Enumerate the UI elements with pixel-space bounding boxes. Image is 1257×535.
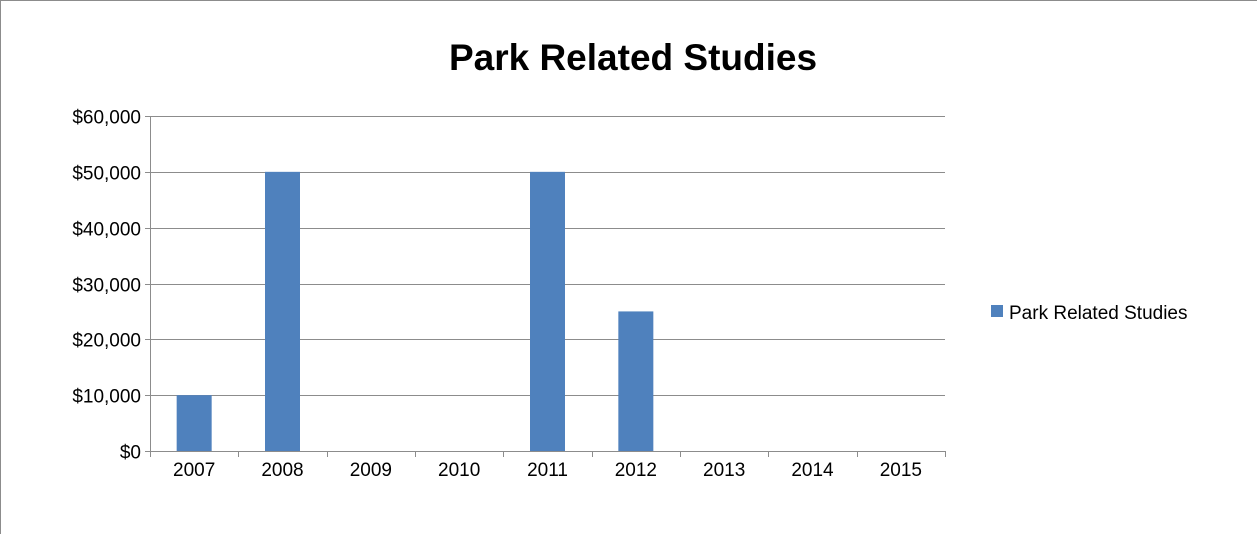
y-tick-label: $50,000 [72,164,141,185]
legend: Park Related Studies [991,303,1188,324]
x-tick-labels: 2007 2008 2009 2010 2011 2012 2013 2014 2015 [173,460,922,481]
x-tick-label: 2013 [703,460,745,481]
y-tick-label: $10,000 [72,387,141,408]
bar [530,171,565,452]
y-tick-label: $40,000 [72,220,141,241]
x-tick-label: 2007 [173,460,215,481]
axes [145,116,946,457]
y-tick-labels: $0 $10,000 $20,000 $30,000 $40,000 $50,000 $60… [72,108,141,464]
bar [618,311,654,451]
x-tick-label: 2010 [438,460,480,481]
x-tick-label: 2008 [261,460,303,481]
legend-label: Park Related Studies [1009,303,1188,324]
x-tick-label: 2009 [350,460,392,481]
bars [176,171,654,452]
bar [176,395,212,451]
x-tick-label: 2012 [615,460,657,481]
y-tick-label: $0 [120,443,141,464]
x-tick-label: 2014 [791,460,834,481]
x-tick-label: 2015 [880,460,922,481]
x-tick-label: 2011 [527,460,568,481]
y-tick-label: $30,000 [72,276,141,297]
y-tick-label: $20,000 [72,331,141,352]
y-tick-label: $60,000 [72,108,141,129]
legend-swatch [991,305,1003,317]
chart-title: Park Related Studies [449,37,817,78]
bar [265,171,300,452]
